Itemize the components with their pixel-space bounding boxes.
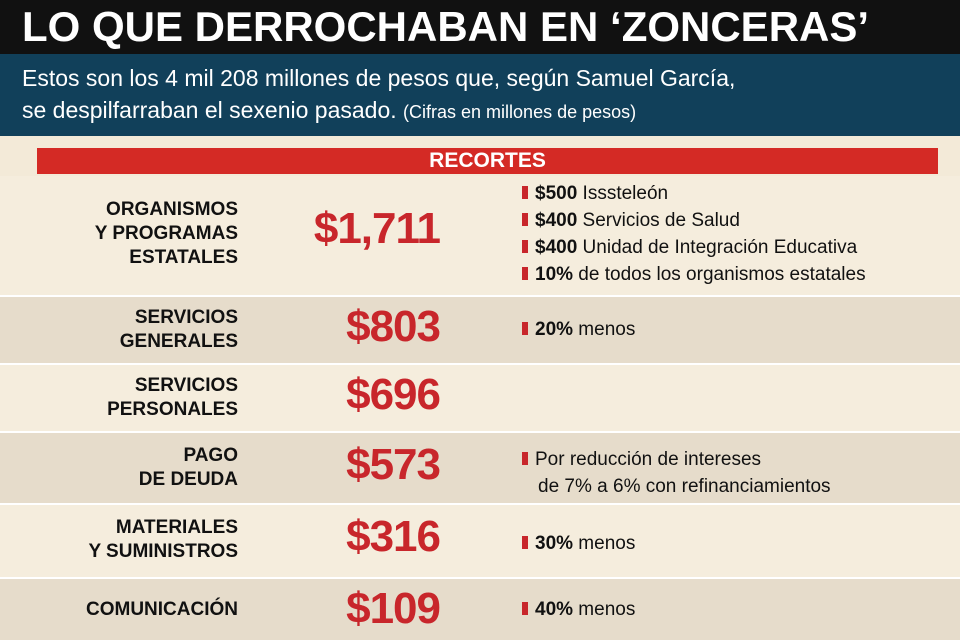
- note-item: $500 Isssteleón: [520, 180, 866, 207]
- note-bold-value: 40%: [535, 599, 574, 620]
- row-label: ORGANISMOS Y PROGRAMAS ESTATALES: [94, 199, 238, 268]
- table-row: PAGO DE DEUDA $573 Por reducción de intere…: [0, 432, 960, 504]
- section-header-recortes: RECORTES: [37, 148, 938, 174]
- note-text: menos: [573, 533, 636, 554]
- note-text: Por reducción de intereses: [535, 449, 762, 470]
- note-bold-value: 30%: [535, 533, 574, 554]
- bullet-marker-icon: [522, 536, 528, 549]
- row-notes: 20% menos: [520, 316, 635, 343]
- note-item: $400 Servicios de Salud: [520, 207, 866, 234]
- note-text: menos: [573, 319, 636, 340]
- note-item: 30% menos: [520, 530, 635, 557]
- row-divider: [0, 431, 960, 433]
- row-amount: $109: [346, 584, 441, 633]
- note-bold-value: 20%: [535, 319, 574, 340]
- note-item: 40% menos: [520, 596, 635, 623]
- row-label: MATERIALES Y SUMINISTROS: [88, 517, 238, 562]
- bullet-marker-icon: [522, 267, 528, 280]
- row-notes: 40% menos: [520, 596, 635, 623]
- row-divider: [0, 295, 960, 297]
- note-bold-value: $400: [535, 210, 578, 231]
- row-notes: $500 Isssteleón $400 Servicios de Salud $4…: [520, 180, 866, 288]
- note-text: menos: [573, 599, 636, 620]
- row-divider: [0, 363, 960, 365]
- note-bold-value: $500: [535, 183, 578, 204]
- row-divider: [0, 577, 960, 579]
- row-amount: $573: [346, 440, 441, 489]
- row-label: SERVICIOS PERSONALES: [107, 375, 238, 420]
- note-bold-value: 10%: [535, 264, 574, 285]
- note-text: Isssteleón: [577, 183, 669, 204]
- note-text: Unidad de Integración Educativa: [577, 237, 858, 258]
- bullet-marker-icon: [522, 240, 528, 253]
- row-amount: $803: [346, 302, 441, 351]
- bullet-marker-icon: [522, 213, 528, 226]
- row-divider: [0, 503, 960, 505]
- bullet-marker-icon: [522, 186, 528, 199]
- subtitle-line-2: se despilfarraban el sexenio pasado. (Ci…: [22, 94, 938, 128]
- row-amount: $1,711: [313, 204, 441, 253]
- subtitle-line-2-text: se despilfarraban el sexenio pasado.: [22, 97, 397, 123]
- row-label: SERVICIOS GENERALES: [119, 307, 238, 352]
- row-amount: $696: [346, 370, 441, 419]
- note-item: $400 Unidad de Integración Educativa: [520, 234, 866, 261]
- row-amount: $316: [346, 512, 441, 561]
- note-item: 10% de todos los organismos estatales: [520, 261, 866, 288]
- subtitle-panel: Estos son los 4 mil 208 millones de peso…: [0, 54, 960, 136]
- note-text: de todos los organismos estatales: [573, 264, 866, 285]
- row-label: PAGO DE DEUDA: [138, 445, 238, 490]
- note-text: Servicios de Salud: [577, 210, 740, 231]
- bullet-marker-icon: [522, 602, 528, 615]
- table-row: ORGANISMOS Y PROGRAMAS ESTATALES $1,711 $5…: [0, 176, 960, 296]
- table-row: SERVICIOS PERSONALES $696: [0, 364, 960, 432]
- table-row: MATERIALES Y SUMINISTROS $316 30% menos: [0, 504, 960, 578]
- row-notes: 30% menos: [520, 530, 635, 557]
- row-label: COMUNICACIÓN: [86, 599, 238, 620]
- table-row: COMUNICACIÓN $109 40% menos: [0, 578, 960, 640]
- bullet-marker-icon: [522, 452, 528, 465]
- row-notes: Por reducción de intereses de 7% a 6% con…: [520, 446, 831, 500]
- subtitle-line-1: Estos son los 4 mil 208 millones de peso…: [22, 65, 736, 91]
- note-bold-value: $400: [535, 237, 578, 258]
- page-title: LO QUE DERROCHABAN EN ‘ZONCERAS’: [0, 0, 960, 54]
- bullet-marker-icon: [522, 322, 528, 335]
- units-note: (Cifras en millones de pesos): [403, 102, 637, 122]
- table-row: SERVICIOS GENERALES $803 20% menos: [0, 296, 960, 364]
- note-continuation: de 7% a 6% con refinanciamientos: [538, 476, 831, 497]
- note-item: Por reducción de intereses: [520, 446, 831, 473]
- note-item: 20% menos: [520, 316, 635, 343]
